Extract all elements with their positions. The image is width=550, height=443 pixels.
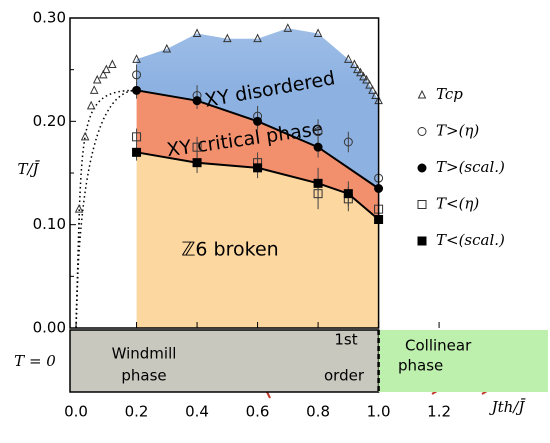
region-label: ℤ6 broken bbox=[181, 239, 278, 261]
phase-label: Windmill bbox=[112, 345, 177, 363]
legend-label: T>(scal.) bbox=[436, 158, 505, 176]
marker bbox=[418, 164, 426, 172]
phase-label: phase bbox=[121, 367, 166, 385]
marker bbox=[88, 102, 95, 109]
marker bbox=[314, 179, 322, 187]
x-tick-label: 0.6 bbox=[246, 403, 270, 421]
y-tick-label: 0.20 bbox=[33, 112, 66, 130]
marker bbox=[254, 117, 262, 125]
x-tick-label: 0.4 bbox=[185, 403, 209, 421]
marker bbox=[109, 61, 116, 68]
legend-label: T<(η) bbox=[436, 195, 479, 213]
x-tick-label: 0.8 bbox=[306, 403, 330, 421]
x-tick-label: 1.0 bbox=[367, 403, 391, 421]
x-tick-label: 0.2 bbox=[125, 403, 149, 421]
marker bbox=[254, 164, 262, 172]
y-tick-label: 0.00 bbox=[33, 319, 66, 337]
marker bbox=[419, 91, 426, 98]
y-tick-label: 0.30 bbox=[33, 9, 66, 27]
marker bbox=[133, 86, 141, 94]
marker bbox=[133, 148, 141, 156]
chart: XY disorderedXY critical phaseℤ6 broken … bbox=[0, 0, 550, 443]
marker bbox=[418, 237, 426, 245]
x-tick-label: 1.2 bbox=[427, 403, 451, 421]
phase-label: Collinear bbox=[405, 337, 472, 355]
y-tick-label: 0.10 bbox=[33, 215, 66, 233]
transition-label: order bbox=[324, 367, 365, 385]
legend-label: Tcp bbox=[436, 85, 463, 103]
legend-label: T>(η) bbox=[436, 122, 479, 140]
legend-label: T<(scal.) bbox=[436, 231, 505, 249]
marker bbox=[76, 205, 83, 212]
marker bbox=[314, 143, 322, 151]
phase-label: phase bbox=[398, 357, 443, 375]
transition-label: 1st bbox=[334, 331, 357, 349]
guide-curve bbox=[76, 90, 137, 328]
guide-curve bbox=[76, 90, 137, 328]
x-axis-label: Jth/J̄ bbox=[489, 398, 526, 416]
marker bbox=[344, 190, 352, 198]
marker bbox=[418, 201, 426, 209]
marker bbox=[193, 159, 201, 167]
marker bbox=[193, 97, 201, 105]
y-axis-label: T/J̄ bbox=[17, 160, 39, 178]
x-tick-label: 0.0 bbox=[64, 403, 88, 421]
strip-label: T = 0 bbox=[14, 352, 56, 370]
marker bbox=[418, 128, 426, 136]
marker bbox=[91, 86, 98, 93]
